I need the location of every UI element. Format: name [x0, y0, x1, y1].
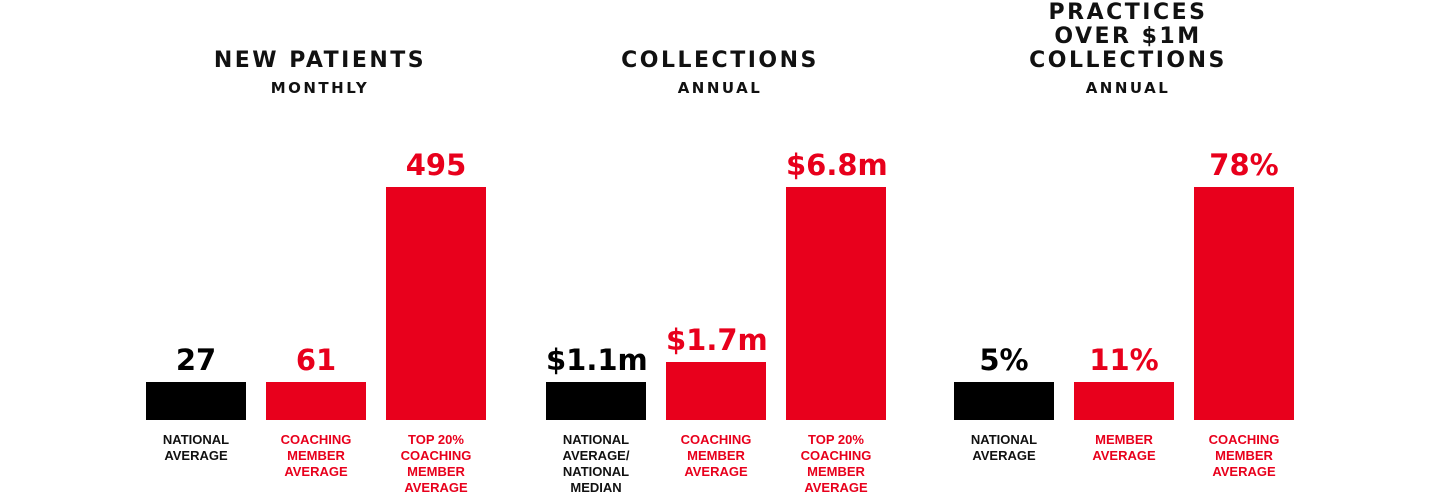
bar-2 [1074, 382, 1174, 420]
category-label: COACHING MEMBER AVERAGE [680, 432, 752, 479]
bar-2 [266, 382, 366, 420]
chart-panel-3: PRACTICES OVER $1M COLLECTIONS ANNUAL 5% NA… [808, 0, 1440, 500]
bar-1 [546, 382, 646, 420]
chart-title: NEW PATIENTS [213, 48, 427, 73]
bar-3 [386, 187, 486, 420]
chart-title: COLLECTIONS [621, 48, 819, 73]
value-label: 495 [405, 148, 467, 182]
category-label: COACHING MEMBER AVERAGE [1208, 432, 1280, 479]
value-label: $1.1m [546, 343, 648, 377]
bar-1 [954, 382, 1054, 420]
value-label: 5% [979, 343, 1029, 377]
chart-subtitle: MONTHLY [270, 79, 370, 97]
category-label: COACHING MEMBER AVERAGE [280, 432, 352, 479]
value-label: $6.8m [786, 148, 888, 182]
bar-1 [146, 382, 246, 420]
chart-title: PRACTICES OVER $1M COLLECTIONS [1029, 0, 1227, 73]
category-label: NATIONAL AVERAGE [162, 432, 230, 463]
chart-panel-1: NEW PATIENTS MONTHLY 27 NATIONAL AVERAGE 61 C… [0, 0, 640, 500]
value-label: 11% [1089, 343, 1159, 377]
value-label: 27 [175, 343, 217, 377]
bar-3 [786, 187, 886, 420]
category-label: TOP 20% COACHING MEMBER AVERAGE [800, 432, 872, 495]
category-label: NATIONAL AVERAGE [970, 432, 1038, 463]
bar-2 [666, 361, 766, 420]
chart-subtitle: ANNUAL [1085, 79, 1171, 97]
bar-3 [1194, 187, 1294, 420]
chart-panel-2: COLLECTIONS ANNUAL $1.1m NATIONAL AVERAGE/ … [400, 0, 1040, 500]
chart-subtitle: ANNUAL [677, 79, 763, 97]
value-label: 61 [295, 343, 337, 377]
value-label: $1.7m [666, 322, 768, 357]
category-label: MEMBER AVERAGE [1092, 432, 1156, 463]
value-label: 78% [1209, 148, 1279, 182]
category-label: NATIONAL AVERAGE/ NATIONAL MEDIAN [562, 432, 630, 495]
category-label: TOP 20% COACHING MEMBER AVERAGE [400, 432, 472, 495]
